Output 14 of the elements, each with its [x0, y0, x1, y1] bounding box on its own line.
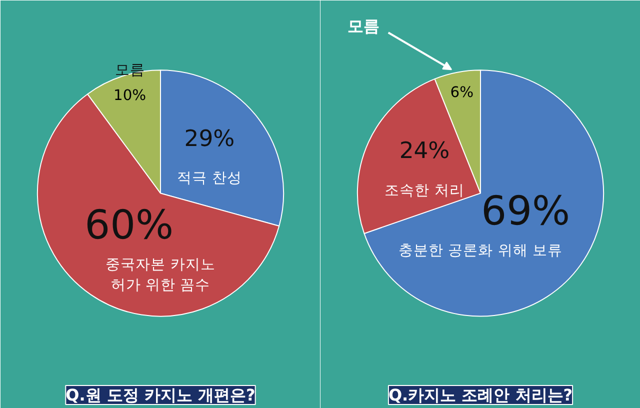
data-label: 6%	[450, 84, 474, 101]
data-label: 60%	[84, 202, 174, 248]
data-label: 10%	[113, 87, 146, 104]
slice-label: 중국자본 카지노 허가 위한 꼼수	[106, 256, 216, 294]
data-label: 24%	[399, 138, 450, 164]
slice-label: 충분한 공론화 위해 보류	[398, 242, 562, 260]
slice-label: 적극 찬성	[177, 170, 242, 187]
data-label: 29%	[184, 126, 235, 152]
slice-label: 조속한 처리	[384, 182, 464, 199]
slice-label: 모름	[114, 61, 145, 78]
data-label: 69%	[481, 188, 570, 234]
slice-label: 모름	[348, 16, 380, 36]
text: Q.원 도정 카지노 개편은?	[66, 386, 256, 404]
text: Q.카지노 조례안 처리는?	[388, 386, 573, 404]
